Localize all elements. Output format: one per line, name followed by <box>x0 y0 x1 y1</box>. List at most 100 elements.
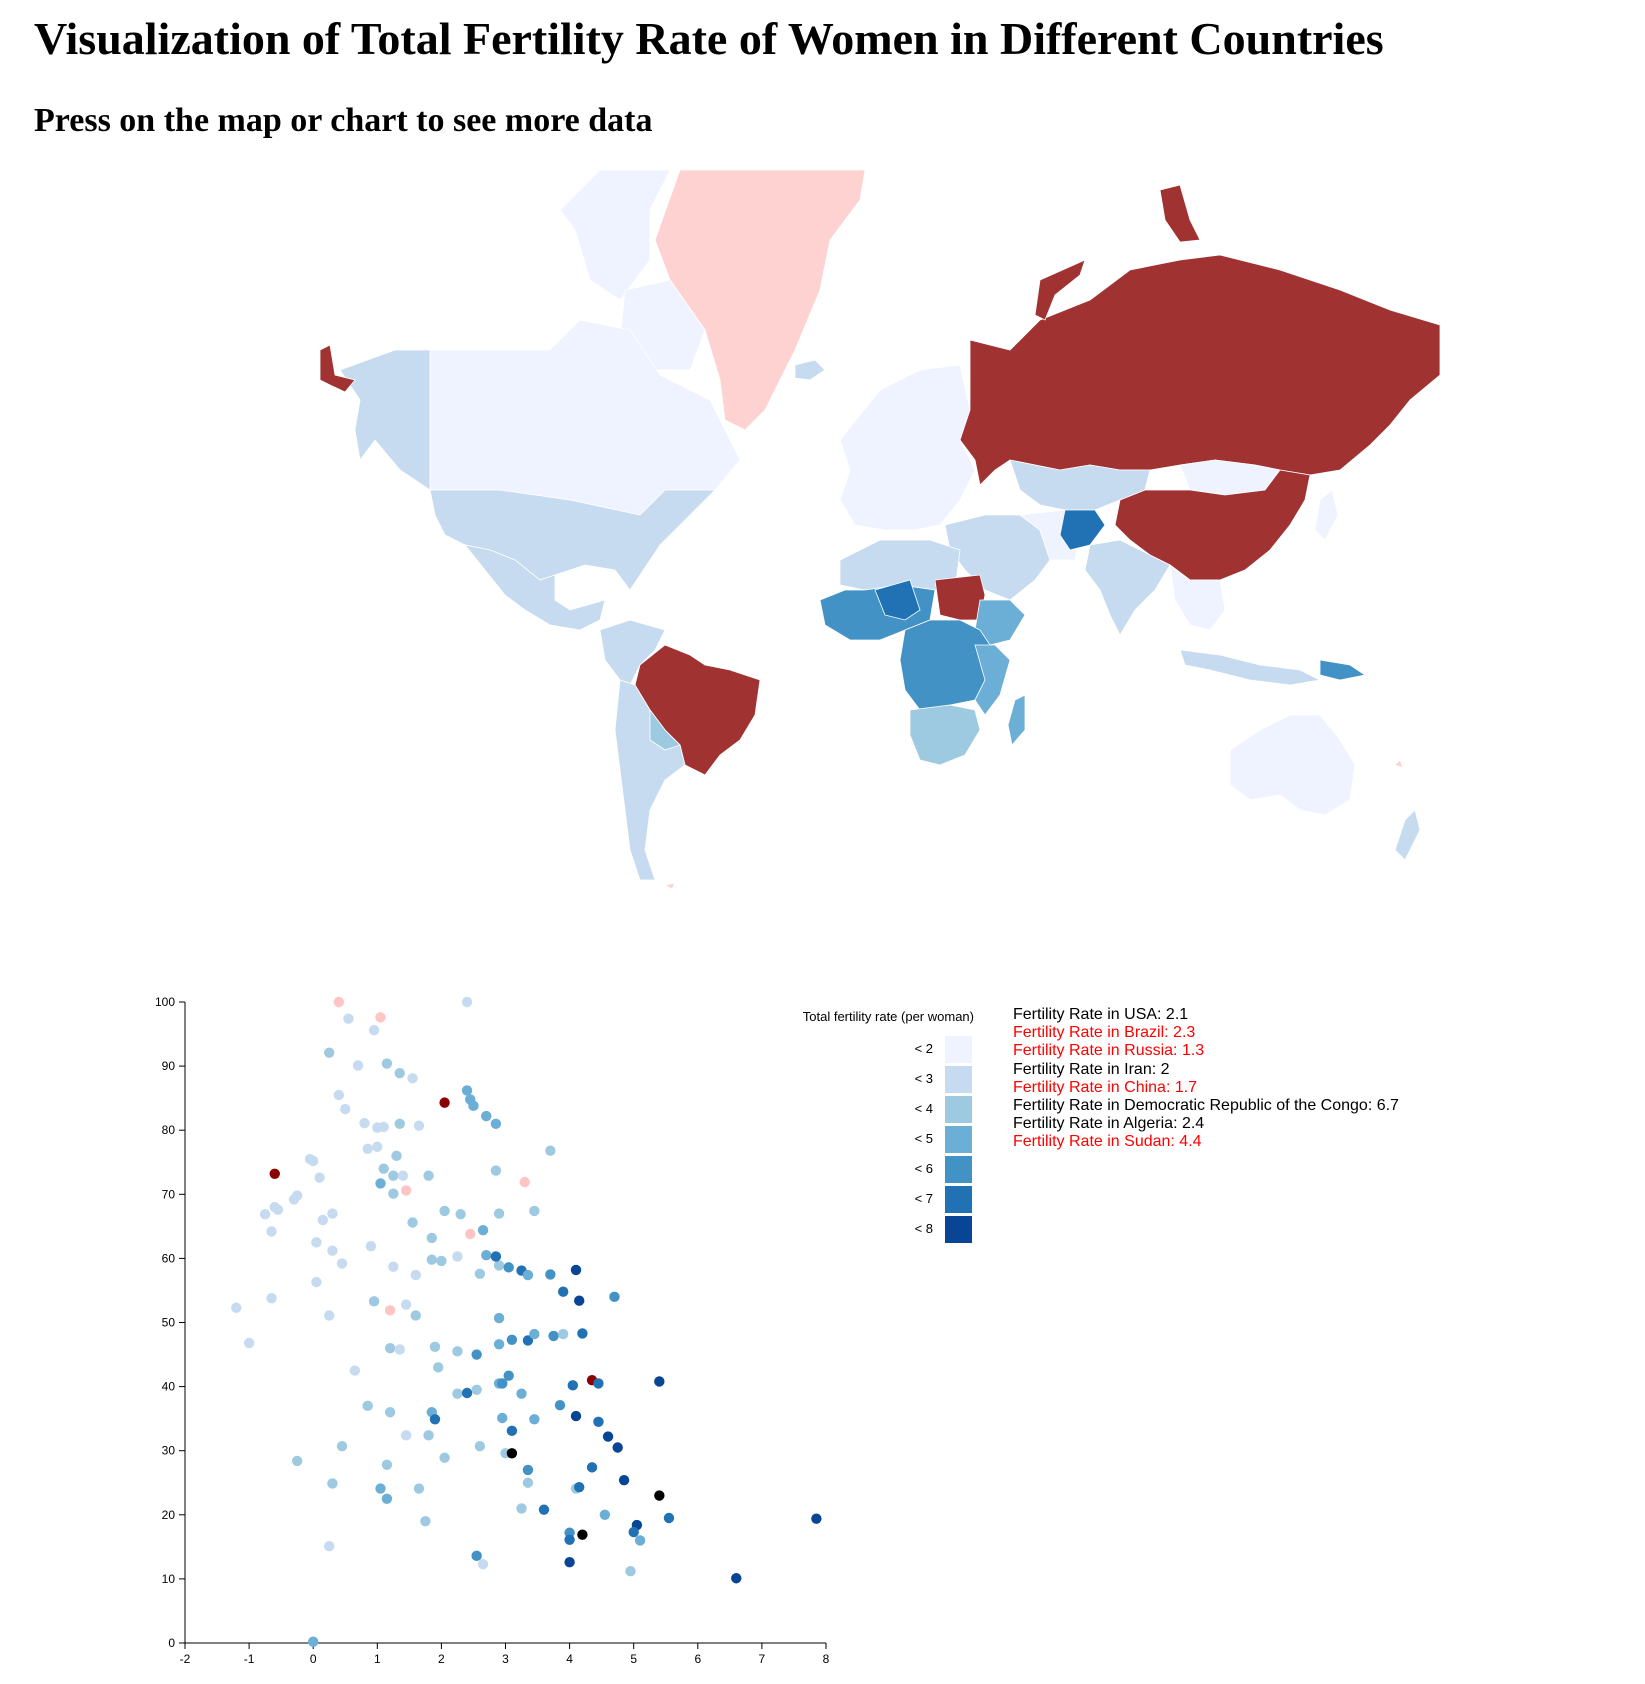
data-point[interactable] <box>554 1399 566 1411</box>
data-point[interactable] <box>375 1483 386 1494</box>
data-point[interactable] <box>384 1305 396 1316</box>
data-point[interactable] <box>474 1268 486 1279</box>
data-point[interactable] <box>436 1255 447 1267</box>
data-point[interactable] <box>625 1566 636 1577</box>
data-point[interactable] <box>333 996 345 1008</box>
data-point[interactable] <box>269 1168 280 1179</box>
map-region-iceland[interactable] <box>794 359 826 381</box>
data-point[interactable] <box>388 1261 399 1272</box>
data-point[interactable] <box>471 1349 482 1360</box>
data-point[interactable] <box>506 1334 518 1346</box>
data-point[interactable] <box>381 1459 393 1471</box>
data-point[interactable] <box>439 1097 450 1108</box>
data-point[interactable] <box>400 1430 412 1441</box>
map-region-united-states[interactable] <box>429 489 716 591</box>
data-point[interactable] <box>340 1103 351 1115</box>
data-point[interactable] <box>477 1224 489 1236</box>
data-point[interactable] <box>291 1190 303 1201</box>
data-point[interactable] <box>522 1269 534 1281</box>
data-point[interactable] <box>336 1441 348 1452</box>
data-point[interactable] <box>352 1060 364 1071</box>
data-point[interactable] <box>243 1337 255 1349</box>
data-point[interactable] <box>384 1407 396 1418</box>
map-region-taymyr-island[interactable] <box>1159 184 1201 243</box>
data-point[interactable] <box>593 1378 604 1389</box>
data-point[interactable] <box>327 1245 338 1256</box>
data-point[interactable] <box>413 1483 425 1494</box>
data-point[interactable] <box>304 1153 316 1165</box>
data-point[interactable] <box>529 1328 540 1340</box>
data-point[interactable] <box>266 1292 277 1304</box>
data-point[interactable] <box>577 1529 588 1540</box>
data-point[interactable] <box>811 1513 822 1524</box>
data-point[interactable] <box>407 1217 418 1228</box>
map-region-canadian-arctic[interactable] <box>559 170 671 301</box>
data-point[interactable] <box>602 1431 614 1442</box>
data-point[interactable] <box>336 1258 348 1269</box>
data-point[interactable] <box>420 1516 431 1527</box>
data-point[interactable] <box>432 1362 444 1373</box>
data-point[interactable] <box>570 1410 582 1422</box>
data-point[interactable] <box>461 1387 473 1399</box>
map-region-southern-africa[interactable] <box>909 704 981 766</box>
data-point[interactable] <box>557 1286 569 1297</box>
data-point[interactable] <box>291 1455 303 1467</box>
map-region-russia[interactable] <box>959 254 1441 486</box>
data-point[interactable] <box>452 1251 463 1262</box>
map-region-novaya-zemlya[interactable] <box>1034 259 1086 321</box>
data-point[interactable] <box>362 1143 373 1154</box>
data-point[interactable] <box>564 1534 575 1545</box>
data-point[interactable] <box>506 1448 518 1459</box>
data-point[interactable] <box>503 1262 514 1273</box>
data-point[interactable] <box>654 1490 665 1501</box>
data-point[interactable] <box>272 1204 284 1215</box>
data-point[interactable] <box>497 1378 508 1389</box>
data-point[interactable] <box>324 1310 335 1321</box>
data-point[interactable] <box>731 1573 742 1584</box>
data-point[interactable] <box>426 1232 437 1244</box>
data-point[interactable] <box>391 1150 402 1162</box>
data-point[interactable] <box>493 1339 505 1350</box>
data-point[interactable] <box>557 1328 569 1340</box>
data-point[interactable] <box>593 1416 604 1428</box>
data-point[interactable] <box>375 1178 386 1189</box>
data-point[interactable] <box>410 1310 421 1321</box>
data-point[interactable] <box>327 1478 338 1489</box>
data-point[interactable] <box>548 1330 559 1342</box>
data-point[interactable] <box>372 1141 383 1153</box>
data-point[interactable] <box>599 1509 611 1520</box>
data-point[interactable] <box>343 1013 354 1024</box>
data-point[interactable] <box>545 1145 556 1156</box>
data-point[interactable] <box>481 1110 492 1122</box>
data-point[interactable] <box>378 1121 389 1133</box>
data-point[interactable] <box>455 1208 466 1220</box>
data-point[interactable] <box>426 1254 437 1265</box>
map-region-new-guinea[interactable] <box>1319 659 1367 681</box>
map-region-new-zealand[interactable] <box>1394 809 1421 861</box>
data-point[interactable] <box>506 1425 518 1437</box>
data-point[interactable] <box>394 1067 405 1079</box>
data-point[interactable] <box>429 1414 441 1425</box>
data-point[interactable] <box>314 1172 325 1183</box>
data-point[interactable] <box>538 1504 550 1515</box>
data-point[interactable] <box>388 1170 399 1181</box>
data-point[interactable] <box>529 1205 540 1217</box>
map-region-east-africa[interactable] <box>974 644 1011 716</box>
map-region-small-island[interactable] <box>663 882 676 890</box>
data-point[interactable] <box>574 1482 585 1493</box>
data-point[interactable] <box>231 1302 242 1313</box>
data-point[interactable] <box>516 1503 527 1514</box>
data-point[interactable] <box>423 1170 434 1181</box>
map-region-alaska[interactable] <box>339 349 431 491</box>
data-point[interactable] <box>574 1295 585 1306</box>
data-point[interactable] <box>384 1342 396 1354</box>
map-region-paraguay[interactable] <box>649 708 681 751</box>
data-point[interactable] <box>490 1165 502 1176</box>
data-point[interactable] <box>654 1376 665 1387</box>
data-point[interactable] <box>368 1296 380 1307</box>
data-point[interactable] <box>259 1208 271 1220</box>
data-point[interactable] <box>327 1208 338 1219</box>
data-point[interactable] <box>519 1176 530 1188</box>
data-point[interactable] <box>333 1089 345 1101</box>
